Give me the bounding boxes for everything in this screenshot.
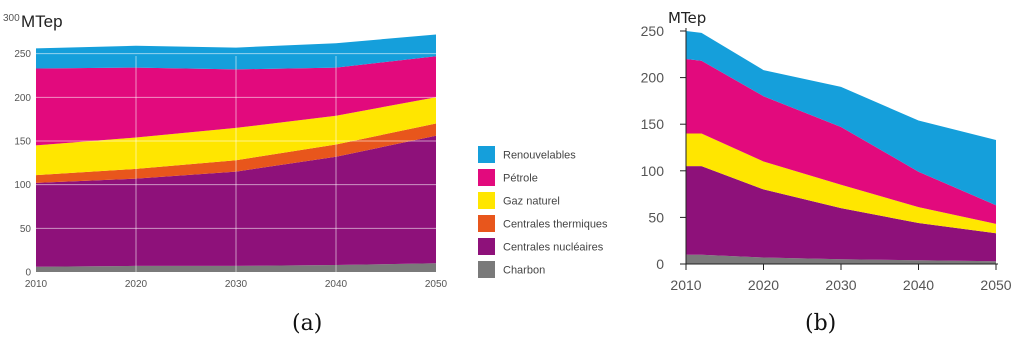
chart-a-x-tick-label: 2020 <box>125 279 148 290</box>
chart-a-y-tick-label: 0 <box>25 268 31 279</box>
chart-a-y-tick-label: 50 <box>20 224 32 235</box>
chart-a-x-tick-label: 2040 <box>325 279 348 290</box>
chart-b: 0 50 100 150 200 250 2010 2020 2030 2040 2050 MTe… <box>641 9 1012 336</box>
chart-b-area-3 <box>686 59 996 224</box>
legend-swatch <box>478 146 495 163</box>
chart-a-gridlines <box>36 53 436 272</box>
chart-b-y-tick-label: 50 <box>648 209 664 225</box>
legend-swatch <box>478 215 495 232</box>
legend-swatch <box>478 192 495 209</box>
chart-b-area-0 <box>686 254 996 264</box>
chart-b-x-tick-label: 2030 <box>825 277 856 293</box>
chart-a-y-tick-label: 250 <box>14 49 31 60</box>
chart-a-y-tick-label: 150 <box>14 137 31 148</box>
chart-a-ymax-label: 300 <box>3 13 20 24</box>
chart-a-y-ticks: 0 50 100 150 200 250 <box>14 49 31 278</box>
chart-b-x-ticks: 2010 2020 2030 2040 2050 <box>670 264 1012 293</box>
chart-a-legend: Renouvelables Pétrole Gaz naturel Centrales… <box>478 146 608 278</box>
chart-b-x-tick-label: 2040 <box>903 277 934 293</box>
chart-a: 0 50 100 150 200 250 2010 2020 2030 2040 2050 300… <box>3 12 608 336</box>
legend-label: Centrales nucléaires <box>503 242 604 254</box>
chart-b-y-tick-label: 150 <box>641 116 665 132</box>
chart-b-y-tick-label: 100 <box>641 163 665 179</box>
chart-a-x-tick-label: 2030 <box>225 279 248 290</box>
chart-b-y-tick-label: 200 <box>641 70 665 86</box>
legend-label: Centrales thermiques <box>503 219 608 231</box>
legend-label: Pétrole <box>503 173 538 185</box>
chart-a-y-tick-label: 200 <box>14 93 31 104</box>
chart-b-area-4 <box>686 31 996 206</box>
panel-b-label: (b) <box>805 311 836 336</box>
chart-b-x-tick-label: 2050 <box>980 277 1011 293</box>
chart-b-unit-label: MTep <box>668 9 706 27</box>
chart-b-area-1 <box>686 166 996 262</box>
legend-label: Charbon <box>503 265 545 277</box>
chart-a-x-tick-label: 2010 <box>25 279 48 290</box>
chart-a-x-tick-label: 2050 <box>425 279 448 290</box>
chart-b-x-tick-label: 2020 <box>748 277 779 293</box>
legend-swatch <box>478 238 495 255</box>
chart-b-areas <box>686 31 996 264</box>
chart-a-unit-label: MTep <box>21 12 63 31</box>
chart-b-y-tick-label: 250 <box>641 23 665 39</box>
panel-a-label: (a) <box>292 311 322 336</box>
legend-swatch <box>478 261 495 278</box>
chart-a-y-tick-label: 100 <box>14 180 31 191</box>
chart-b-y-tick-label: 0 <box>656 256 664 272</box>
legend-swatch <box>478 169 495 186</box>
chart-a-x-ticks: 2010 2020 2030 2040 2050 <box>25 279 448 290</box>
legend-label: Renouvelables <box>503 150 576 162</box>
chart-b-y-ticks: 0 50 100 150 200 250 <box>641 23 686 272</box>
legend-label: Gaz naturel <box>503 196 560 208</box>
chart-b-area-2 <box>686 133 996 234</box>
chart-b-x-tick-label: 2010 <box>670 277 701 293</box>
